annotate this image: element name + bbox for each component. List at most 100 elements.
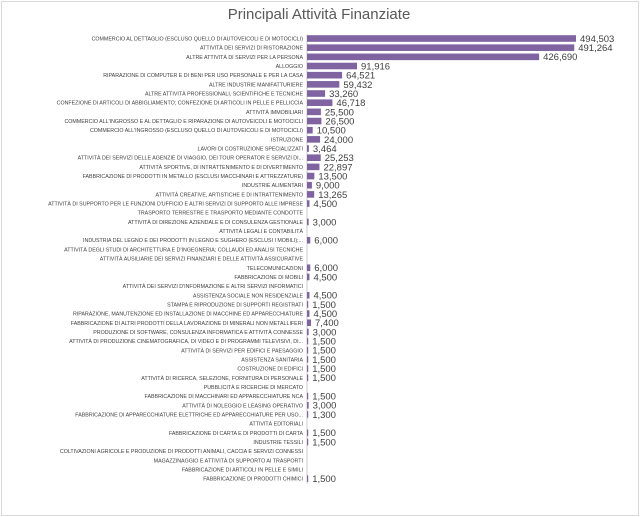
category-label: ALTRE ATTIVITÀ PROFESSIONALI, SCIENTIFIC… <box>145 91 304 98</box>
bar <box>307 337 309 345</box>
category-label: FABBRICAZIONE DI ARTICOLI IN PELLE E SIM… <box>182 467 303 473</box>
category-label: INDUSTRIA DEL LEGNO E DEI PRODOTTI IN LE… <box>83 238 303 244</box>
value-label: 1,500 <box>312 474 336 485</box>
bar <box>307 154 321 162</box>
category-label: ATTIVITÀ DEI SERVIZI DELLE AGENZIE DI VI… <box>78 155 303 162</box>
category-label: ATTIVITÀ DEI SERVIZI DI RISTORAZIONE <box>200 45 303 52</box>
bar <box>307 301 309 308</box>
value-label: 9,000 <box>316 181 340 192</box>
value-label: 1,500 <box>312 337 336 348</box>
value-label: 1,500 <box>312 373 336 384</box>
category-label: ATTIVITÀ CREATIVE, ARTISTICHE E DI INTRA… <box>155 191 303 198</box>
bar <box>307 236 311 244</box>
bar <box>307 291 310 299</box>
value-label: 25,500 <box>325 107 354 118</box>
category-label: FABBRICAZIONE DI CARTA E DI PRODOTTI DI … <box>169 431 304 437</box>
category-label: COMMERCIO ALL'INGROSSO (ESCLUSO QUELLO D… <box>90 128 303 134</box>
bar <box>307 319 312 327</box>
bar <box>307 53 540 61</box>
category-label: TRASPORTO TERRESTRE E TRASPORTO MEDIANTE… <box>138 211 304 217</box>
category-label: RIPARAZIONE, MANUTENZIONE ED INSTALLAZIO… <box>73 312 304 318</box>
bar <box>307 411 309 418</box>
category-label: ATTIVITÀ DI DIREZIONE AZIENDALE E DI CON… <box>128 219 303 226</box>
bar <box>307 145 309 152</box>
bar <box>307 310 310 317</box>
bar <box>307 356 309 363</box>
value-label: 6,000 <box>314 236 338 247</box>
category-label: ISTRUZIONE <box>271 137 304 143</box>
category-label: PUBBLICITÀ E RICERCHE DI MERCATO <box>204 384 303 391</box>
bar <box>307 136 321 143</box>
value-label: 46,718 <box>336 98 365 109</box>
value-label: 33,260 <box>329 89 358 100</box>
bar <box>307 71 343 79</box>
category-label: ASSISTENZA SANITARIA <box>241 357 303 363</box>
category-label: ATTIVITÀ DEI SERVIZI D'INFORMAZIONE E AL… <box>123 283 303 290</box>
bar <box>307 44 575 51</box>
category-label: PRODUZIONE DI SOFTWARE, CONSULENZA INFOR… <box>93 329 303 336</box>
bar <box>307 438 309 446</box>
value-label: 1,500 <box>312 346 336 357</box>
value-label: 3,000 <box>313 401 337 412</box>
category-label: MAGAZZINAGGIO E ATTIVITÀ DI SUPPORTO AI … <box>154 457 303 464</box>
category-label: LAVORI DI COSTRUZIONE SPECIALIZZATI <box>198 147 303 153</box>
category-label: RIPARAZIONE DI COMPUTER E DI BENI PER US… <box>103 73 303 79</box>
value-label: 1,500 <box>312 392 336 403</box>
value-label: 10,500 <box>317 126 346 137</box>
category-label: FABBRICAZIONE DI MOBILI <box>234 275 303 281</box>
bar <box>307 181 312 189</box>
bar <box>307 35 577 42</box>
value-label: 3,000 <box>313 217 337 228</box>
value-label: 1,500 <box>312 300 336 311</box>
value-label: 13,265 <box>318 190 347 201</box>
category-label: COLTIVAZIONI AGRICOLE E PRODUZIONE DI PR… <box>60 449 303 455</box>
value-label: 22,897 <box>323 162 352 173</box>
chart-title: Principali Attività Finanziate <box>227 6 411 23</box>
value-label: 4,500 <box>313 309 337 320</box>
category-label: FABBRICAZIONE DI MACCHINARI ED APPARECCH… <box>145 394 304 400</box>
value-label: 494,503 <box>580 34 614 45</box>
bar <box>307 346 309 354</box>
bar <box>307 328 309 336</box>
category-label: ALTRE INDUSTRIE MANIFATTURIERE <box>209 82 303 88</box>
value-label: 3,000 <box>313 327 337 338</box>
value-label: 4,500 <box>313 272 337 283</box>
category-label: TELECOMUNICAZIONI <box>247 266 303 272</box>
bar <box>307 163 320 171</box>
value-label: 491,264 <box>578 43 612 54</box>
bar <box>307 392 309 400</box>
category-label: FABBRICAZIONE DI PRODOTTI CHIMICI <box>203 477 303 483</box>
bar <box>307 374 309 382</box>
bar <box>307 475 309 482</box>
category-label: FABBRICAZIONE DI ALTRI PRODOTTI DELLA LA… <box>71 321 303 327</box>
category-label: FABBRICAZIONE DI APPARECCHIATURE ELETTRI… <box>75 412 303 418</box>
category-label: ATTIVITÀ DI RICERCA, SELEZIONE, FORNITUR… <box>141 375 303 382</box>
value-label: 59,432 <box>343 80 372 91</box>
category-label: ATTIVITÀ DI SUPPORTO PER LE FUNZIONI D'U… <box>48 201 303 208</box>
bar <box>307 200 310 207</box>
category-label: ATTIVITÀ DI NOLEGGIO E LEASING OPERATIVO <box>182 402 303 409</box>
category-label: ATTIVITÀ DI SERVIZI PER EDIFICI E PAESAG… <box>181 347 303 354</box>
value-label: 64,521 <box>346 71 375 82</box>
bar <box>307 429 309 437</box>
bar <box>307 191 315 198</box>
value-label: 13,500 <box>318 171 347 182</box>
bar <box>307 99 333 106</box>
category-label: COSTRUZIONE DI EDIFICI <box>237 367 303 373</box>
bar <box>307 62 358 70</box>
bar <box>307 365 309 372</box>
category-label: ATTIVITÀ SPORTIVE, DI INTRATTENIMENTO E … <box>139 164 303 171</box>
value-label: 25,253 <box>325 153 354 164</box>
category-label: COMMERCIO AL DETTAGLIO (ESCLUSO QUELLO D… <box>92 37 304 43</box>
category-label: ATTIVITÀ EDITORIALI <box>249 421 303 428</box>
bar <box>307 81 340 88</box>
bar <box>307 402 309 409</box>
bar <box>307 126 313 134</box>
category-label: ASSISTENZA SOCIALE NON RESIDENZIALE <box>193 293 304 299</box>
category-label: ATTIVITÀ DI PRODUZIONE CINEMATOGRAFICA, … <box>69 338 303 345</box>
category-label: ATTIVITÀ LEGALI E CONTABILITÀ <box>219 228 303 235</box>
category-label: CONFEZIONE DI ARTICOLI DI ABBIGLIAMENTO;… <box>57 101 304 107</box>
category-label: INDUSTRIE ALIMENTARI <box>242 183 303 189</box>
bar <box>307 273 310 281</box>
